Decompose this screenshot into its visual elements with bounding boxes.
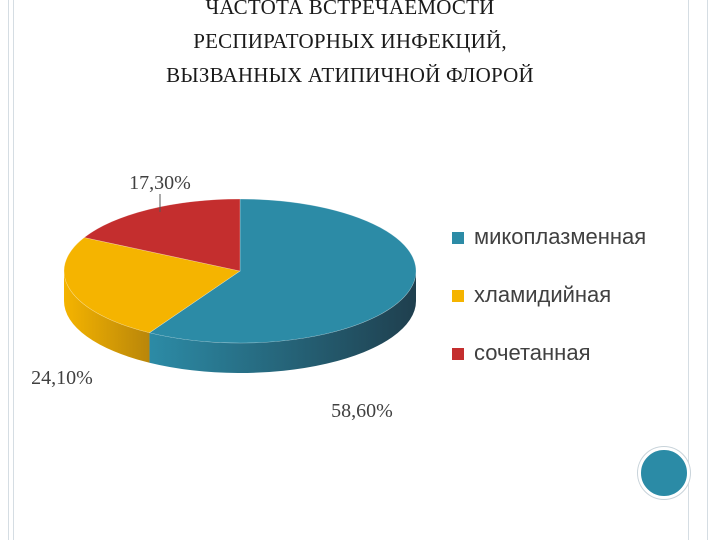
- right-frame-line: [688, 0, 708, 540]
- title-line-2: РЕСПИРАТОРНЫХ ИНФЕКЦИЙ,: [193, 29, 507, 53]
- data-label-2: 17,30%: [129, 172, 191, 194]
- pie-side-1: [64, 271, 150, 363]
- legend-label-0: микоплазменная: [474, 224, 646, 249]
- decorative-circle: [638, 447, 690, 499]
- title-line-3: ВЫЗВАННЫХ АТИПИЧНОЙ ФЛОРОЙ: [166, 63, 534, 87]
- legend-swatch-0: [452, 232, 464, 244]
- pie-slice-сочетанная: [83, 198, 241, 272]
- pie-slice-хламидийная: [63, 237, 241, 334]
- data-label-0: 58,60%: [331, 400, 393, 422]
- data-label-1: 24,10%: [31, 367, 93, 389]
- pie-slice-микоплазменная: [148, 198, 417, 344]
- left-frame-line: [8, 0, 14, 540]
- legend-swatch-2: [452, 348, 464, 360]
- legend-swatch-1: [452, 290, 464, 302]
- legend-label-2: сочетанная: [474, 340, 590, 365]
- title-line-1: ЧАСТОТА ВСТРЕЧАЕМОСТИ: [205, 0, 495, 19]
- slide-title: ЧАСТОТА ВСТРЕЧАЕМОСТИ РЕСПИРАТОРНЫХ ИНФЕ…: [40, 0, 660, 92]
- legend-label-1: хламидийная: [474, 282, 611, 307]
- pie-side-0: [149, 271, 416, 373]
